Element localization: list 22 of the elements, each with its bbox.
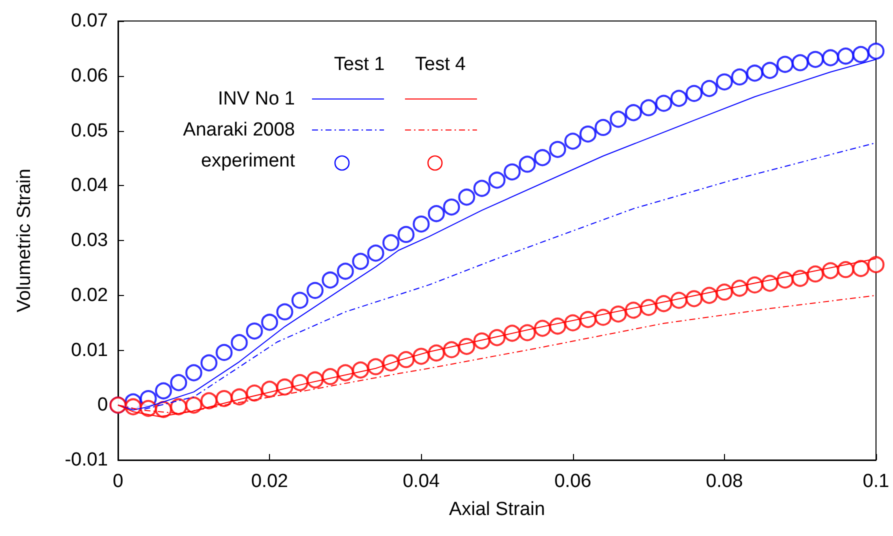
x-tick-label: 0.02 bbox=[251, 471, 288, 492]
annotation: Test 1 bbox=[334, 54, 385, 75]
x-tick-label: 0.1 bbox=[862, 471, 890, 492]
y-tick-label: 0.02 bbox=[71, 284, 108, 306]
x-tick-label: 0.04 bbox=[402, 471, 440, 492]
y-tick-label: 0.07 bbox=[71, 10, 108, 32]
annotation: Test 4 bbox=[415, 54, 466, 75]
y-axis-title: Volumetric Strain bbox=[14, 168, 35, 312]
legend-label: Anaraki 2008 bbox=[183, 120, 295, 140]
y-tick-label: 0.06 bbox=[71, 65, 108, 86]
y-tick-label: 0.04 bbox=[71, 175, 108, 196]
legend-label: INV No 1 bbox=[218, 88, 295, 110]
y-tick-label: 0.03 bbox=[71, 230, 108, 251]
x-tick-label: 0.06 bbox=[554, 471, 592, 492]
y-tick-label: 0.01 bbox=[71, 340, 108, 361]
legend-label: experiment bbox=[201, 150, 296, 172]
y-tick-label: -0.01 bbox=[64, 450, 108, 470]
y-tick-label: 0 bbox=[97, 394, 108, 416]
x-axis-title: Axial Strain bbox=[448, 499, 546, 520]
x-tick-label: 0.08 bbox=[706, 471, 743, 492]
y-tick-label: 0.05 bbox=[71, 120, 108, 142]
x-tick-label: 0 bbox=[112, 471, 124, 492]
